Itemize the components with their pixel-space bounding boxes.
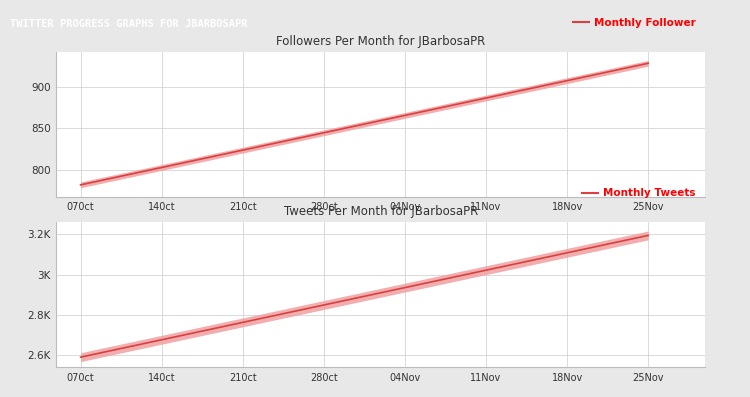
Title: Followers Per Month for JBarbosaPR: Followers Per Month for JBarbosaPR [276,35,485,48]
Legend: Monthly Follower: Monthly Follower [568,13,700,32]
Title: Tweets Per Month for JBarbosaPR: Tweets Per Month for JBarbosaPR [284,205,478,218]
Legend: Monthly Tweets: Monthly Tweets [578,184,700,202]
Text: TWITTER PROGRESS GRAPHS FOR JBARBOSAPR: TWITTER PROGRESS GRAPHS FOR JBARBOSAPR [10,19,248,29]
